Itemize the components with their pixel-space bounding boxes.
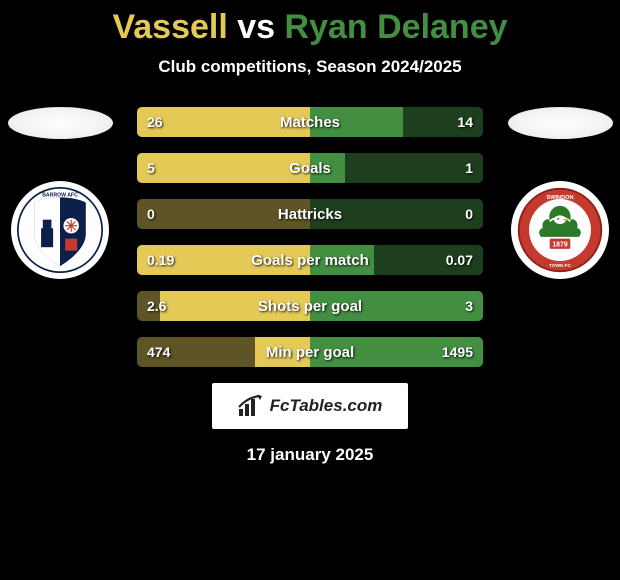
vs-label: vs: [237, 8, 275, 46]
comparison-subtitle: Club competitions, Season 2024/2025: [0, 57, 620, 77]
left-column: BARROW AFC: [0, 107, 120, 279]
stat-row: Hattricks00: [137, 199, 483, 229]
stat-value-player1: 0.19: [137, 245, 184, 275]
swindon-badge-icon: 1879 SWINDON TOWN FC: [517, 187, 603, 273]
attribution-badge: FcTables.com: [212, 383, 408, 429]
stat-value-player1: 5: [137, 153, 165, 183]
stat-row: Min per goal4741495: [137, 337, 483, 367]
comparison-title: Vassell vs Ryan Delaney: [0, 0, 620, 47]
stat-value-player2: 1495: [432, 337, 483, 367]
barrow-badge-icon: BARROW AFC: [17, 187, 103, 273]
player1-name: Vassell: [112, 8, 227, 46]
stat-value-player2: 14: [447, 107, 483, 137]
stat-value-player1: 474: [137, 337, 180, 367]
right-column: 1879 SWINDON TOWN FC: [500, 107, 620, 279]
svg-text:TOWN FC: TOWN FC: [549, 263, 572, 269]
svg-text:SWINDON: SWINDON: [547, 195, 574, 201]
stat-value-player1: 0: [137, 199, 165, 229]
player1-club-badge: BARROW AFC: [11, 181, 109, 279]
stat-value-player2: 0.07: [436, 245, 483, 275]
stat-value-player2: 3: [455, 291, 483, 321]
stat-value-player2: 0: [455, 199, 483, 229]
stat-row: Goals per match0.190.07: [137, 245, 483, 275]
svg-text:1879: 1879: [552, 241, 567, 248]
player2-name: Ryan Delaney: [285, 8, 508, 46]
player1-avatar-placeholder: [8, 107, 113, 139]
stat-value-player1: 26: [137, 107, 173, 137]
player2-avatar-placeholder: [508, 107, 613, 139]
stat-row: Matches2614: [137, 107, 483, 137]
stat-bars: Matches2614Goals51Hattricks00Goals per m…: [137, 107, 483, 367]
stat-row: Goals51: [137, 153, 483, 183]
attribution-label: FcTables.com: [270, 396, 383, 416]
stat-value-player1: 2.6: [137, 291, 176, 321]
stat-value-player2: 1: [455, 153, 483, 183]
svg-text:BARROW AFC: BARROW AFC: [42, 192, 78, 198]
stat-row: Shots per goal2.63: [137, 291, 483, 321]
fctables-logo-icon: [238, 395, 264, 417]
comparison-content: BARROW AFC 1879 SWINDON TOWN FC Matches2…: [0, 107, 620, 367]
snapshot-date: 17 january 2025: [0, 445, 620, 465]
player2-club-badge: 1879 SWINDON TOWN FC: [511, 181, 609, 279]
